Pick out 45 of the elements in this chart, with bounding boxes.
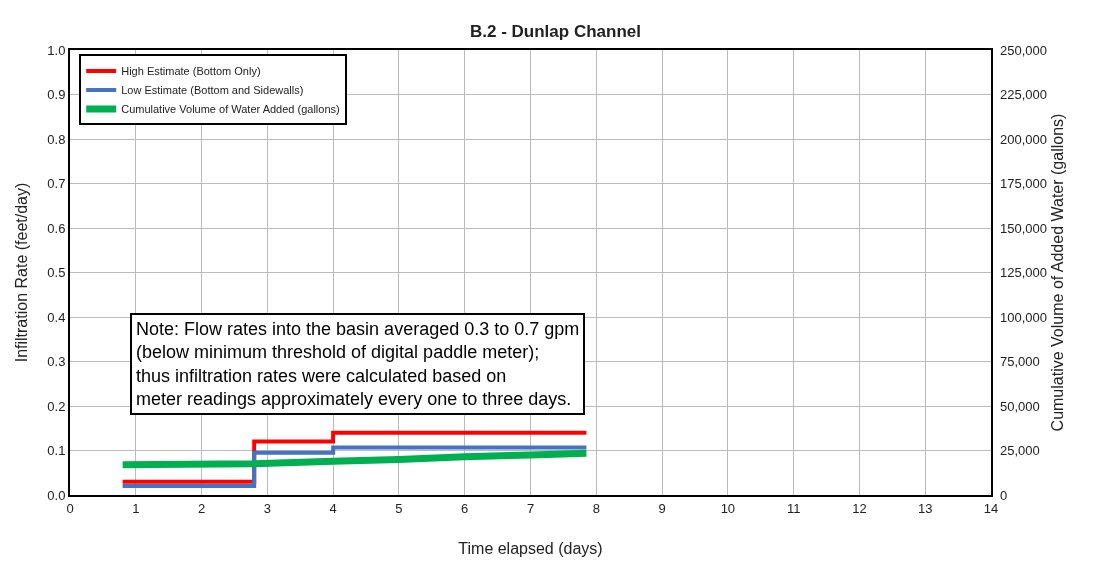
- y2-tick-label: 175,000: [1000, 176, 1047, 192]
- y2-tick-label: 150,000: [1000, 220, 1047, 236]
- y-tick-label: 0.3: [47, 354, 66, 370]
- y2-tick-label: 250,000: [1000, 42, 1047, 58]
- y2-tick-label: 200,000: [1000, 131, 1047, 147]
- x-tick-label: 3: [263, 500, 271, 516]
- y-tick-label: 0.5: [47, 265, 66, 281]
- y-tick-label: 0.0: [47, 487, 66, 503]
- y-tick-label: 1.0: [47, 42, 66, 58]
- x-tick-label: 8: [592, 500, 600, 516]
- legend-label: Cumulative Volume of Water Added (gallons): [121, 103, 340, 116]
- y2-tick-label: 75,000: [1000, 354, 1040, 370]
- y2-tick-label: 25,000: [1000, 443, 1040, 459]
- y2-tick-label: 225,000: [1000, 87, 1047, 103]
- x-tick-label: 6: [461, 500, 469, 516]
- x-tick-label: 12: [852, 500, 867, 516]
- legend-label: High Estimate (Bottom Only): [121, 65, 261, 78]
- y-tick-label: 0.7: [47, 176, 66, 192]
- y2-axis-title: Cumulative Volume of Added Water (gallons): [1049, 113, 1066, 432]
- y-tick-label: 0.1: [47, 443, 66, 459]
- x-tick-label: 1: [132, 500, 140, 516]
- x-tick-label: 14: [983, 500, 999, 516]
- y2-tick-label: 125,000: [1000, 265, 1047, 281]
- legend-label: Low Estimate (Bottom and Sidewalls): [121, 84, 304, 97]
- x-axis-title: Time elapsed (days): [458, 540, 603, 557]
- x-tick-label: 13: [917, 500, 933, 516]
- x-tick-label: 2: [197, 500, 206, 516]
- y-tick-label: 0.9: [47, 87, 66, 103]
- x-tick-label: 4: [329, 500, 337, 516]
- y-tick-label: 0.6: [47, 220, 66, 236]
- y-tick-label: 0.8: [47, 131, 66, 147]
- x-tick-label: 11: [786, 500, 801, 516]
- x-tick-label: 7: [526, 500, 535, 516]
- y-axis-title: Infiltration Rate (feet/day): [13, 182, 30, 363]
- x-tick-label: 10: [720, 500, 736, 516]
- chart-title: B.2 - Dunlap Channel: [470, 22, 641, 42]
- y2-tick-label: 50,000: [1000, 398, 1040, 414]
- y2-tick-label: 100,000: [1000, 309, 1047, 325]
- y-tick-label: 0.4: [47, 309, 66, 325]
- y2-tick-label: 0: [1000, 487, 1008, 503]
- x-tick-label: 0: [66, 500, 74, 516]
- x-tick-label: 5: [395, 500, 403, 516]
- x-tick-label: 9: [658, 500, 666, 516]
- y-tick-label: 0.2: [47, 398, 66, 414]
- annotation: Note: Flow rates into the basin averaged 0.3 to 0.7 gpm (below minimum threshold of digital paddle meter); thus infiltration rates were calculated based on meter readings approximately every one to three days.: [136, 319, 580, 410]
